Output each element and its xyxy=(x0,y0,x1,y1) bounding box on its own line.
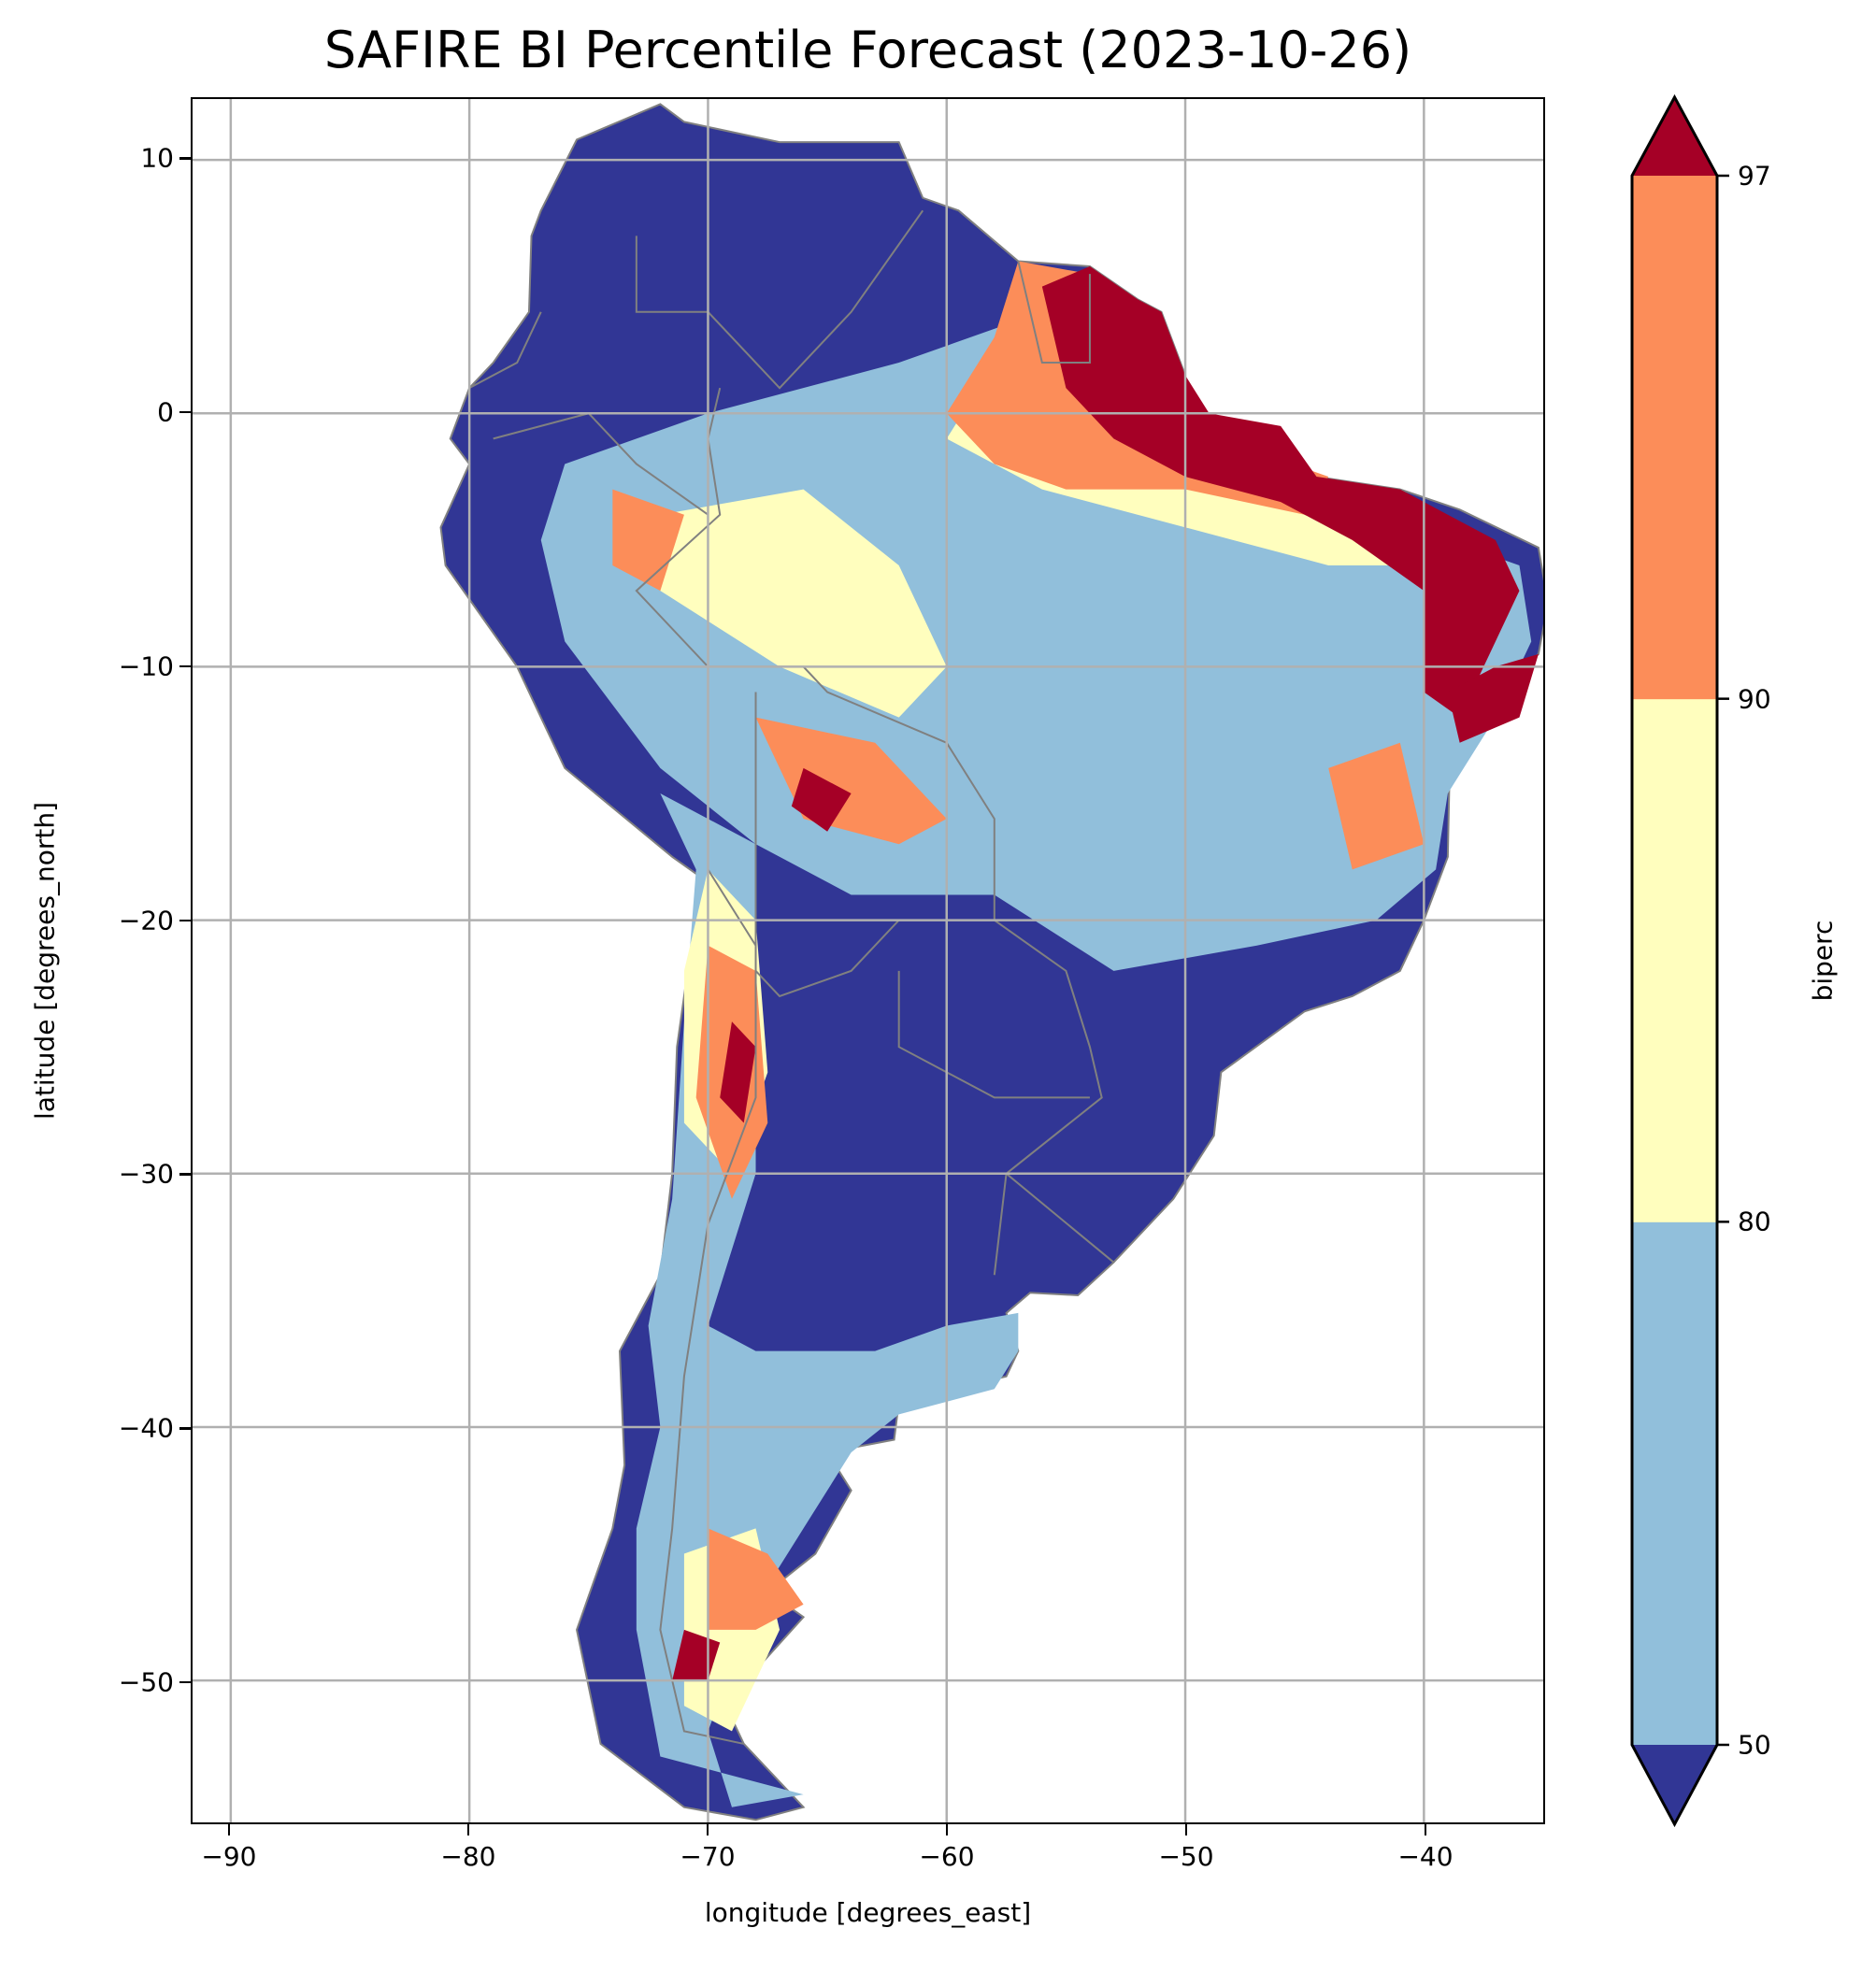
y-tick-mark xyxy=(179,1680,191,1684)
x-tick-label: −80 xyxy=(440,1841,496,1872)
colorbar-extend-max xyxy=(1632,97,1717,176)
y-tick-label: −30 xyxy=(118,1158,174,1190)
colorbar-tick-label: 97 xyxy=(1738,160,1771,192)
x-tick-label: −50 xyxy=(1158,1841,1214,1872)
x-tick-label: −40 xyxy=(1397,1841,1454,1872)
colorbar-tick-label: 80 xyxy=(1738,1206,1771,1237)
y-tick-mark xyxy=(179,1173,191,1176)
colorbar-label: biperc xyxy=(1807,920,1839,1002)
map-axes xyxy=(191,97,1545,1824)
y-tick-label: 10 xyxy=(140,142,174,174)
colorbar xyxy=(1630,93,1729,1828)
x-tick-label: −90 xyxy=(201,1841,257,1872)
y-tick-mark xyxy=(179,410,191,414)
y-tick-label: −20 xyxy=(118,905,174,936)
y-tick-label: −10 xyxy=(118,650,174,682)
y-tick-mark xyxy=(179,919,191,922)
colorbar-segment xyxy=(1632,1221,1717,1746)
map-plot xyxy=(193,99,1543,1822)
colorbar-extend-min xyxy=(1632,1745,1717,1824)
x-axis-label: longitude [degrees_east] xyxy=(704,1897,1032,1928)
colorbar-segment xyxy=(1632,176,1717,700)
x-tick-mark xyxy=(706,1824,709,1835)
y-tick-mark xyxy=(179,664,191,668)
colorbar-tick-label: 90 xyxy=(1738,683,1771,715)
chart-title: SAFIRE BI Percentile Forecast (2023-10-2… xyxy=(323,21,1412,79)
x-tick-mark xyxy=(1424,1824,1427,1835)
y-tick-mark xyxy=(179,157,191,160)
colorbar-tick-label: 50 xyxy=(1738,1729,1771,1761)
y-tick-mark xyxy=(179,1427,191,1430)
x-tick-mark xyxy=(1184,1824,1188,1835)
country-borders xyxy=(469,210,1113,1744)
x-tick-mark xyxy=(466,1824,470,1835)
y-tick-label: −50 xyxy=(118,1666,174,1698)
colorbar-segment xyxy=(1632,698,1717,1222)
y-tick-label: −40 xyxy=(118,1412,174,1444)
x-tick-label: −60 xyxy=(919,1841,975,1872)
gridlines xyxy=(193,99,1543,1822)
x-tick-label: −70 xyxy=(680,1841,736,1872)
y-tick-label: 0 xyxy=(157,396,174,428)
y-axis-label: latitude [degrees_north] xyxy=(29,802,61,1120)
x-tick-mark xyxy=(945,1824,949,1835)
x-tick-mark xyxy=(227,1824,231,1835)
